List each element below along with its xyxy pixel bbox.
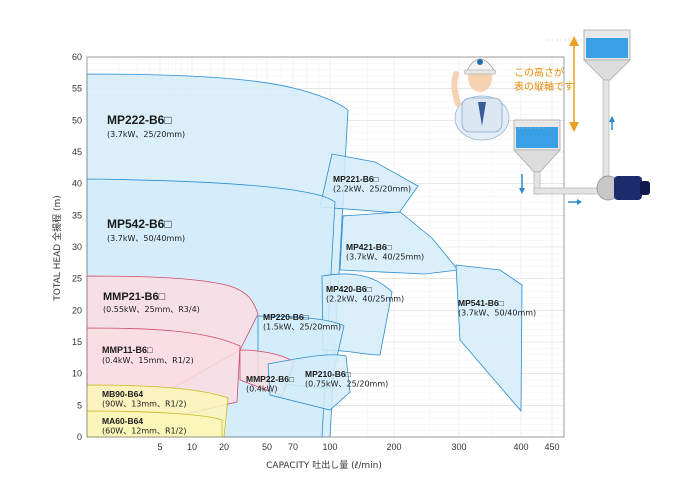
- region-name-label: MMP22-B6□: [246, 374, 294, 384]
- y-tick-label: 30: [72, 242, 82, 252]
- region-name-label: MB90-B64: [102, 389, 143, 399]
- x-axis-label: CAPACITY 吐出し量 (ℓ/min): [266, 459, 382, 471]
- y-tick-label: 55: [72, 84, 82, 94]
- region-mp541b6: [455, 264, 523, 413]
- region-spec-label: (90W、13mm、R1/2): [102, 400, 187, 409]
- region-spec-label: (3.7kW、40/25mm): [346, 253, 424, 262]
- region-spec-label: (0.4kW、15mm、R1/2): [102, 356, 194, 365]
- region-name-label: MA60-B64: [102, 416, 143, 426]
- y-tick-label: 35: [72, 210, 82, 220]
- x-tick-label: 20: [219, 442, 229, 452]
- x-tick-label: 400: [513, 442, 528, 452]
- region-spec-label: (1.5kW、25/20mm): [263, 323, 341, 332]
- region-spec-label: (60W、12mm、R1/2): [102, 427, 187, 436]
- y-tick-label: 10: [72, 369, 82, 379]
- y-tick-label: 20: [72, 305, 82, 315]
- x-tick-label: 5: [157, 442, 162, 452]
- annotation-callout-line2: 表の縦軸です: [514, 80, 574, 93]
- region-spec-label: (3.7kW、50/40mm): [458, 309, 536, 318]
- performance-regions: [86, 73, 523, 438]
- region-spec-label: (3.7kW、25/20mm): [107, 130, 185, 139]
- region-spec-label: (2.2kW、25/20mm): [333, 185, 411, 194]
- y-tick-label: 40: [72, 179, 82, 189]
- region-mp210b6: [267, 354, 351, 411]
- region-spec-label: (2.2kW、40/25mm): [326, 295, 404, 304]
- region-name-label: MMP11-B6□: [102, 345, 153, 355]
- annotation-callout: この高さが: [514, 66, 564, 79]
- x-tick-label: 450: [544, 442, 559, 452]
- region-name-label: MMP21-B6□: [103, 291, 166, 303]
- region-labels: MP222-B6□(3.7kW、25/20mm)MP221-B6□(2.2kW、…: [102, 113, 536, 436]
- x-tick-label: 70: [288, 442, 298, 452]
- region-name-label: MP222-B6□: [107, 113, 172, 127]
- x-tick-label: 100: [322, 442, 337, 452]
- region-spec-label: (0.75kW、25/20mm): [305, 380, 388, 389]
- y-tick-label: 45: [72, 147, 82, 157]
- region-name-label: MP542-B6□: [107, 217, 172, 231]
- y-tick-label: 25: [72, 274, 82, 284]
- region-ma60b64: [86, 410, 223, 438]
- region-spec-label: (3.7kW、50/40mm): [107, 234, 185, 243]
- x-tick-label: 10: [187, 442, 197, 452]
- y-tick-label: 60: [72, 52, 82, 62]
- region-name-label: MP220-B6□: [263, 312, 309, 322]
- x-tick-label: 200: [386, 442, 401, 452]
- region-spec-label: (0.55kW、25mm、R3/4): [103, 305, 200, 314]
- y-tick-label: 0: [77, 432, 82, 442]
- region-name-label: MP221-B6□: [333, 174, 379, 184]
- region-name-label: MP421-B6□: [346, 242, 392, 252]
- y-tick-label: 15: [72, 337, 82, 347]
- x-tick-label: 50: [262, 442, 272, 452]
- tank-system-illustration: [513, 29, 650, 205]
- y-axis-label: TOTAL HEAD 全揚程 (m): [51, 195, 63, 301]
- region-name-label: MP210-B6□: [305, 369, 351, 379]
- y-tick-label: 50: [72, 115, 82, 125]
- y-tick-label: 5: [77, 400, 82, 410]
- x-tick-label: 300: [451, 442, 466, 452]
- plot-frame: [86, 56, 565, 438]
- worker-illustration: [451, 58, 510, 141]
- region-name-label: MP541-B6□: [458, 298, 504, 308]
- region-name-label: MP420-B6□: [326, 284, 372, 294]
- axes: 0 5 10 15 20 25 30 35 40 45 50 55 60 5 10 20 50 70 100 200 3…: [72, 52, 565, 452]
- region-spec-label: (0.4kW): [246, 385, 278, 394]
